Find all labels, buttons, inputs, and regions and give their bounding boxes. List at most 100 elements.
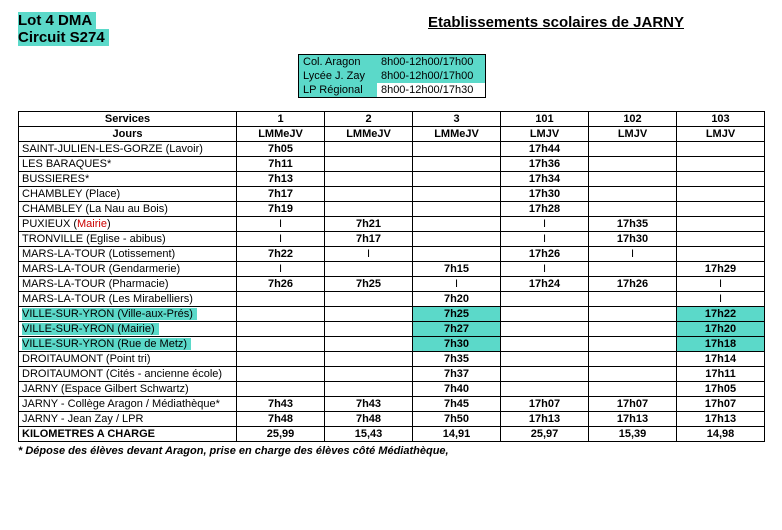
time-cell: 17h18 <box>677 337 765 352</box>
time-cell <box>501 307 589 322</box>
jours-header: Jours <box>19 127 237 142</box>
km-cell: 15,43 <box>325 427 413 442</box>
stop-name: CHAMBLEY (Place) <box>19 187 237 202</box>
day-col: LMMeJV <box>237 127 325 142</box>
service-col: 1 <box>237 112 325 127</box>
time-cell: I <box>237 232 325 247</box>
time-cell <box>325 172 413 187</box>
time-cell: 7h13 <box>237 172 325 187</box>
time-cell <box>589 337 677 352</box>
time-cell: 7h50 <box>413 412 501 427</box>
schools-title: Etablissements scolaires de JARNY <box>428 14 684 31</box>
time-cell <box>677 157 765 172</box>
time-cell: 7h21 <box>325 217 413 232</box>
timetable: Services123101102103JoursLMMeJVLMMeJVLMM… <box>18 111 765 442</box>
time-cell: 17h26 <box>501 247 589 262</box>
time-cell <box>237 337 325 352</box>
time-cell <box>677 142 765 157</box>
time-cell <box>677 172 765 187</box>
time-cell: 17h20 <box>677 322 765 337</box>
time-cell <box>677 232 765 247</box>
service-col: 103 <box>677 112 765 127</box>
time-cell <box>325 262 413 277</box>
time-cell <box>325 292 413 307</box>
service-col: 102 <box>589 112 677 127</box>
time-cell: 17h13 <box>589 412 677 427</box>
time-cell: 7h05 <box>237 142 325 157</box>
stop-name: VILLE-SUR-YRON (Ville-aux-Prés) <box>19 307 237 322</box>
services-header: Services <box>19 112 237 127</box>
stop-name: JARNY - Jean Zay / LPR <box>19 412 237 427</box>
stop-name: MARS-LA-TOUR (Les Mirabelliers) <box>19 292 237 307</box>
day-col: LMJV <box>501 127 589 142</box>
time-cell: 17h26 <box>589 277 677 292</box>
time-cell: 7h17 <box>237 187 325 202</box>
time-cell <box>237 382 325 397</box>
time-cell: I <box>325 247 413 262</box>
service-col: 3 <box>413 112 501 127</box>
stop-name: MARS-LA-TOUR (Pharmacie) <box>19 277 237 292</box>
km-cell: 15,39 <box>589 427 677 442</box>
time-cell: 17h36 <box>501 157 589 172</box>
km-cell: 25,99 <box>237 427 325 442</box>
time-cell: 17h30 <box>589 232 677 247</box>
time-cell <box>237 292 325 307</box>
time-cell <box>589 352 677 367</box>
stop-name: LES BARAQUES* <box>19 157 237 172</box>
service-col: 101 <box>501 112 589 127</box>
time-cell <box>589 307 677 322</box>
school-name: Col. Aragon <box>299 55 377 69</box>
time-cell <box>589 382 677 397</box>
time-cell: I <box>237 262 325 277</box>
stop-name: CHAMBLEY (La Nau au Bois) <box>19 202 237 217</box>
time-cell <box>589 292 677 307</box>
time-cell <box>589 157 677 172</box>
time-cell <box>325 307 413 322</box>
time-cell: 7h30 <box>413 337 501 352</box>
time-cell <box>325 157 413 172</box>
time-cell <box>325 142 413 157</box>
time-cell <box>589 367 677 382</box>
time-cell: 7h25 <box>413 307 501 322</box>
time-cell: 7h35 <box>413 352 501 367</box>
time-cell <box>413 187 501 202</box>
time-cell <box>677 217 765 232</box>
time-cell <box>413 202 501 217</box>
stop-name: MARS-LA-TOUR (Gendarmerie) <box>19 262 237 277</box>
time-cell: I <box>501 217 589 232</box>
service-col: 2 <box>325 112 413 127</box>
time-cell: 17h22 <box>677 307 765 322</box>
time-cell: 17h07 <box>501 397 589 412</box>
time-cell <box>413 217 501 232</box>
time-cell <box>501 322 589 337</box>
time-cell: 17h14 <box>677 352 765 367</box>
stop-name: BUSSIERES* <box>19 172 237 187</box>
day-col: LMJV <box>677 127 765 142</box>
time-cell: 17h28 <box>501 202 589 217</box>
time-cell <box>237 367 325 382</box>
time-cell: 17h44 <box>501 142 589 157</box>
time-cell <box>237 307 325 322</box>
time-cell <box>589 322 677 337</box>
time-cell <box>501 382 589 397</box>
time-cell <box>589 202 677 217</box>
time-cell <box>677 202 765 217</box>
time-cell: 17h07 <box>677 397 765 412</box>
stop-name: JARNY - Collège Aragon / Médiathèque* <box>19 397 237 412</box>
time-cell: 17h24 <box>501 277 589 292</box>
day-col: LMJV <box>589 127 677 142</box>
time-cell <box>589 262 677 277</box>
time-cell: I <box>677 292 765 307</box>
time-cell: 17h29 <box>677 262 765 277</box>
time-cell: 7h43 <box>325 397 413 412</box>
time-cell: 7h25 <box>325 277 413 292</box>
time-cell: 7h37 <box>413 367 501 382</box>
time-cell <box>677 247 765 262</box>
time-cell <box>325 202 413 217</box>
time-cell: I <box>501 262 589 277</box>
time-cell <box>501 292 589 307</box>
time-cell: 7h17 <box>325 232 413 247</box>
stop-name: JARNY (Espace Gilbert Schwartz) <box>19 382 237 397</box>
km-cell: 14,91 <box>413 427 501 442</box>
time-cell <box>413 232 501 247</box>
